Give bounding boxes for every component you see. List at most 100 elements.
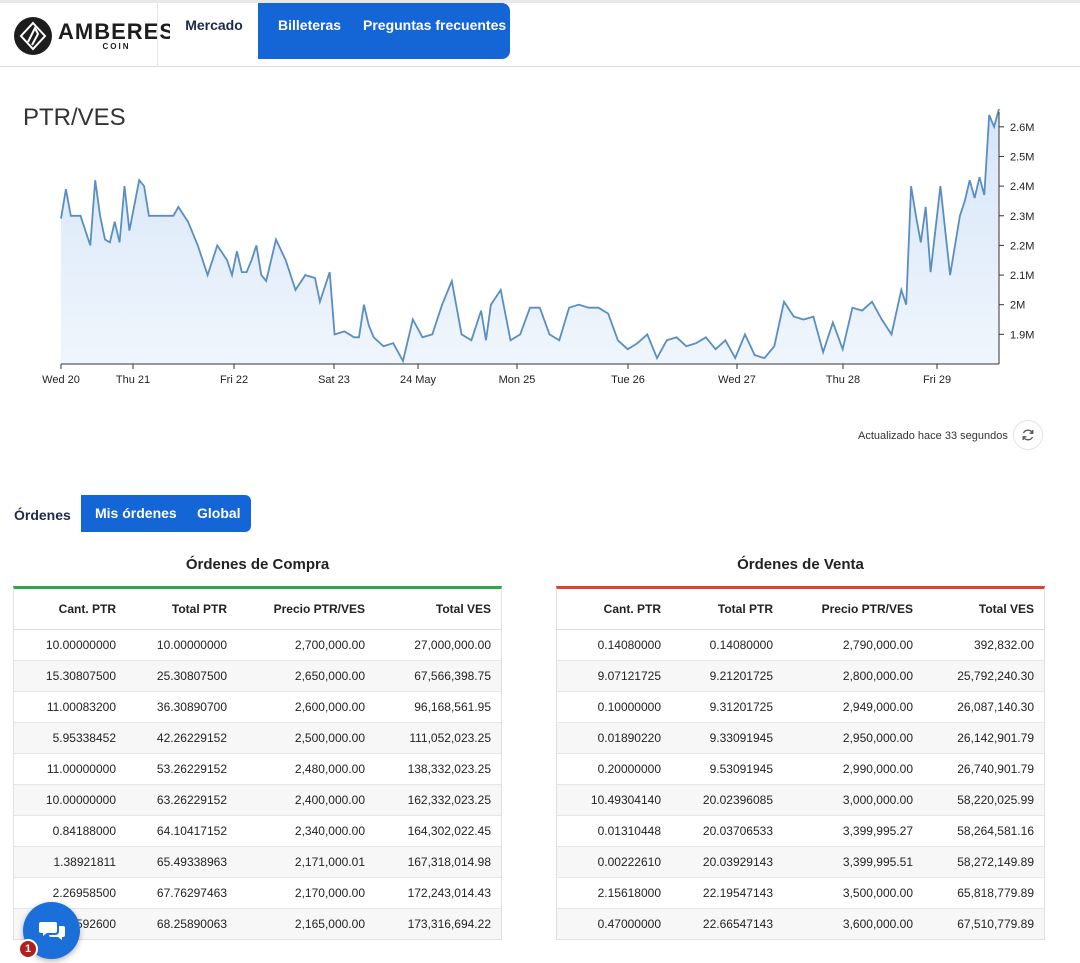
y-tick-label: 2.5M bbox=[1010, 151, 1034, 163]
table-cell: 58,272,149.89 bbox=[923, 846, 1044, 878]
x-tick-label: Fri 29 bbox=[923, 374, 951, 386]
table-cell: 162,332,023.25 bbox=[375, 784, 501, 816]
table-cell: 138,332,023.25 bbox=[375, 753, 501, 785]
table-cell: 392,832.00 bbox=[923, 629, 1044, 661]
table-cell: 167,318,014.98 bbox=[375, 846, 501, 878]
table-cell: 22.66547143 bbox=[671, 908, 783, 939]
table-cell: 10.00000000 bbox=[14, 784, 126, 816]
table-row[interactable]: 0.47000000 22.66547143 3,600,000.00 67,510,… bbox=[557, 908, 1044, 939]
table-row[interactable]: 2.26958500 67.76297463 2,170,000.00 172,243… bbox=[14, 877, 501, 909]
table-cell: 0.14080000 bbox=[671, 629, 783, 661]
table-row[interactable]: 0.14080000 0.14080000 2,790,000.00 392,832.… bbox=[557, 629, 1044, 661]
table-cell: 0.20000000 bbox=[557, 753, 671, 785]
orders-tab-group: Mis órdenes Global bbox=[81, 495, 251, 532]
x-tick-label: Wed 20 bbox=[42, 374, 80, 386]
table-cell: 2,650,000.00 bbox=[237, 660, 375, 692]
column-header[interactable]: Total PTR bbox=[126, 589, 237, 630]
table-cell: 2,990,000.00 bbox=[783, 753, 923, 785]
table-row[interactable]: 0.01310448 20.03706533 3,399,995.27 58,264,… bbox=[557, 815, 1044, 847]
chat-notification-badge: 1 bbox=[18, 939, 38, 959]
table-cell: 26,087,140.30 bbox=[923, 691, 1044, 723]
table-cell: 67,510,779.89 bbox=[923, 908, 1044, 939]
table-cell: 65,818,779.89 bbox=[923, 877, 1044, 909]
table-cell: 5.95338452 bbox=[14, 722, 126, 754]
table-cell: 3,600,000.00 bbox=[783, 908, 923, 939]
table-cell: 25,792,240.30 bbox=[923, 660, 1044, 692]
nav-tab-preguntas-frecuentes[interactable]: Preguntas frecuentes bbox=[363, 17, 507, 33]
table-cell: 9.53091945 bbox=[671, 753, 783, 785]
table-row[interactable]: 5.95338452 42.26229152 2,500,000.00 111,052… bbox=[14, 722, 501, 754]
column-header[interactable]: Total VES bbox=[375, 589, 501, 630]
column-header[interactable]: Precio PTR/VES bbox=[237, 589, 375, 630]
refresh-button[interactable] bbox=[1013, 420, 1043, 450]
amberes-logo-icon bbox=[14, 17, 52, 55]
table-cell: 2.26958500 bbox=[14, 877, 126, 909]
y-tick-label: 2.6M bbox=[1010, 122, 1034, 134]
y-tick-label: 2.2M bbox=[1010, 240, 1034, 252]
table-cell: 2,400,000.00 bbox=[237, 784, 375, 816]
table-row[interactable]: 11.00083200 36.30890700 2,600,000.00 96,168… bbox=[14, 691, 501, 723]
table-cell: 11.00083200 bbox=[14, 691, 126, 723]
table-row[interactable]: 11.00000000 53.26229152 2,480,000.00 138,33… bbox=[14, 753, 501, 785]
table-row[interactable]: 15.30807500 25.30807500 2,650,000.00 67,566… bbox=[14, 660, 501, 692]
tab-ordenes[interactable]: Órdenes bbox=[14, 507, 71, 523]
column-header[interactable]: Total VES bbox=[923, 589, 1044, 630]
table-cell: 2,800,000.00 bbox=[783, 660, 923, 692]
table-cell: 2,700,000.00 bbox=[237, 629, 375, 661]
y-tick-label: 2.1M bbox=[1010, 270, 1034, 282]
table-row[interactable]: 1.38921811 65.49338963 2,171,000.01 167,318… bbox=[14, 846, 501, 878]
table-cell: 64.10417152 bbox=[126, 815, 237, 847]
logo-subtitle: COIN bbox=[102, 42, 131, 51]
sell-orders-table: Cant. PTR Total PTR Precio PTR/VES Total… bbox=[557, 589, 1044, 939]
table-row[interactable]: 10.00000000 10.00000000 2,700,000.00 27,000… bbox=[14, 629, 501, 661]
table-row[interactable]: 0.84188000 64.10417152 2,340,000.00 164,302… bbox=[14, 815, 501, 847]
table-cell: 2,171,000.01 bbox=[237, 846, 375, 878]
table-cell: 67.76297463 bbox=[126, 877, 237, 909]
table-cell: 10.49304140 bbox=[557, 784, 671, 816]
nav-tab-group: Billeteras Preguntas frecuentes bbox=[258, 3, 510, 59]
x-tick-label: 24 May bbox=[400, 374, 437, 386]
table-row[interactable]: 2.15618000 22.19547143 3,500,000.00 65,818,… bbox=[557, 877, 1044, 909]
table-cell: 63.26229152 bbox=[126, 784, 237, 816]
column-header[interactable]: Cant. PTR bbox=[14, 589, 126, 630]
table-cell: 65.49338963 bbox=[126, 846, 237, 878]
sell-orders-title: Órdenes de Venta bbox=[737, 556, 864, 573]
table-cell: 0.47000000 bbox=[557, 908, 671, 939]
table-row[interactable]: 0.20000000 9.53091945 2,990,000.00 26,740,9… bbox=[557, 753, 1044, 785]
table-row[interactable]: 0.01890220 9.33091945 2,950,000.00 26,142,9… bbox=[557, 722, 1044, 754]
column-header[interactable]: Precio PTR/VES bbox=[783, 589, 923, 630]
table-row[interactable]: 10.49304140 20.02396085 3,000,000.00 58,220… bbox=[557, 784, 1044, 816]
tab-mis-ordenes[interactable]: Mis órdenes bbox=[95, 505, 177, 521]
table-cell: 10.00000000 bbox=[14, 629, 126, 661]
chart-title: PTR/VES bbox=[23, 104, 126, 131]
table-cell: 172,243,014.43 bbox=[375, 877, 501, 909]
table-row[interactable]: 592600 68.25890063 2,165,000.00 173,316,694… bbox=[14, 908, 501, 939]
table-cell: 3,399,995.51 bbox=[783, 846, 923, 878]
table-cell: 164,302,022.45 bbox=[375, 815, 501, 847]
x-tick-label: Tue 26 bbox=[611, 374, 645, 386]
table-cell: 25.30807500 bbox=[126, 660, 237, 692]
table-row[interactable]: 0.10000000 9.31201725 2,949,000.00 26,087,1… bbox=[557, 691, 1044, 723]
nav-tab-mercado[interactable]: Mercado bbox=[170, 3, 258, 59]
x-tick-label: Sat 23 bbox=[318, 374, 350, 386]
table-cell: 26,740,901.79 bbox=[923, 753, 1044, 785]
table-cell: 11.00000000 bbox=[14, 753, 126, 785]
table-row[interactable]: 9.07121725 9.21201725 2,800,000.00 25,792,2… bbox=[557, 660, 1044, 692]
table-cell: 0.10000000 bbox=[557, 691, 671, 723]
tab-global[interactable]: Global bbox=[197, 505, 241, 521]
price-area bbox=[61, 109, 999, 364]
table-cell: 20.02396085 bbox=[671, 784, 783, 816]
table-cell: 36.30890700 bbox=[126, 691, 237, 723]
x-tick-label: Thu 28 bbox=[826, 374, 860, 386]
table-row[interactable]: 0.00222610 20.03929143 3,399,995.51 58,272,… bbox=[557, 846, 1044, 878]
logo[interactable]: AMBERES COIN bbox=[14, 15, 174, 57]
table-cell: 68.25890063 bbox=[126, 908, 237, 939]
table-row[interactable]: 10.00000000 63.26229152 2,400,000.00 162,33… bbox=[14, 784, 501, 816]
nav-tab-billeteras[interactable]: Billeteras bbox=[278, 17, 342, 33]
table-cell: 9.31201725 bbox=[671, 691, 783, 723]
column-header[interactable]: Total PTR bbox=[671, 589, 783, 630]
table-cell: 2,950,000.00 bbox=[783, 722, 923, 754]
column-header[interactable]: Cant. PTR bbox=[557, 589, 671, 630]
table-cell: 173,316,694.22 bbox=[375, 908, 501, 939]
price-line bbox=[60, 108, 1000, 364]
